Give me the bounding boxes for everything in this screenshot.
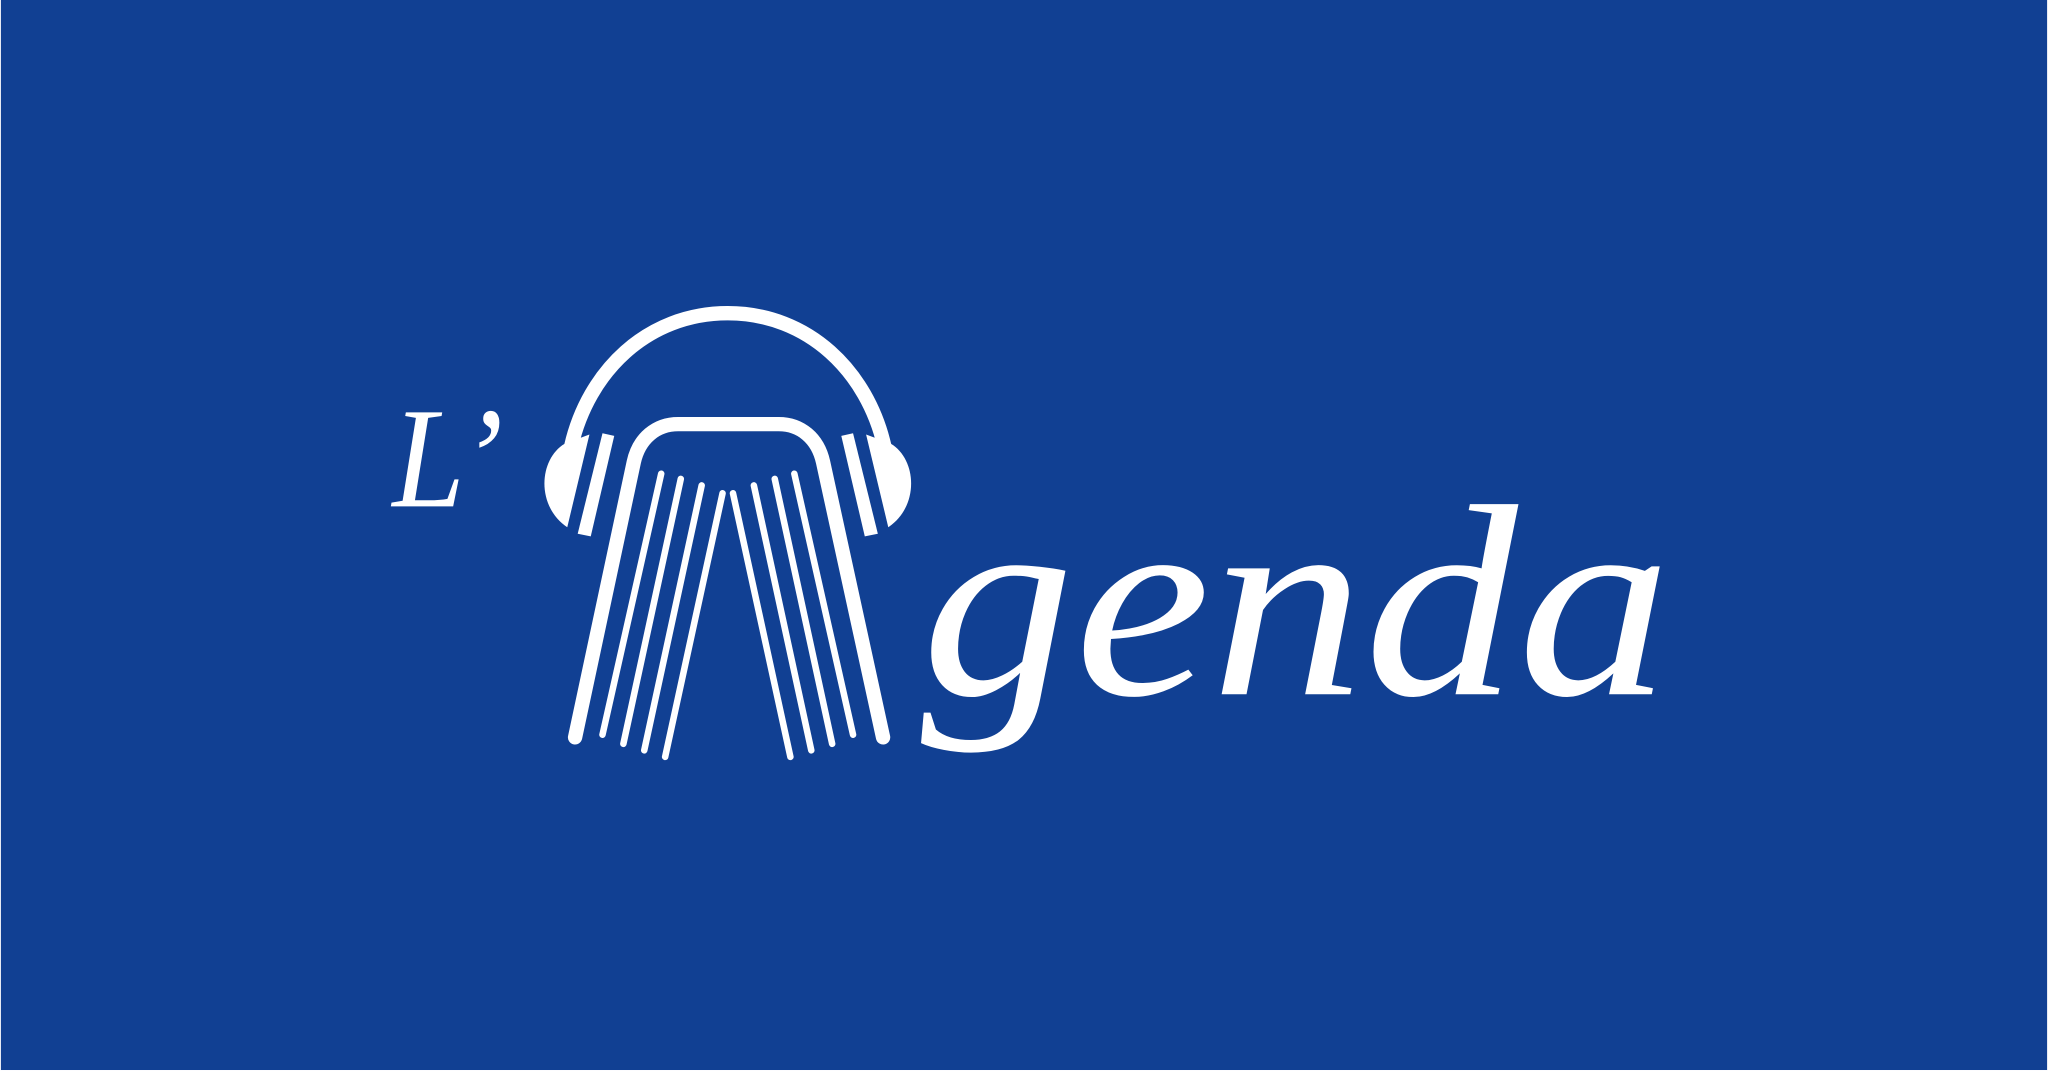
bottom-strip: [0, 1070, 2048, 1074]
right-ear-cup: [866, 434, 912, 528]
headphones-book-icon: [544, 306, 912, 761]
logo-suffix: genda: [921, 451, 1671, 754]
book-cover: [567, 416, 891, 745]
right-ear-pad: [841, 433, 878, 537]
left-ear-cup: [544, 434, 590, 528]
left-pages: [599, 470, 726, 761]
left-ear-pad: [577, 433, 615, 537]
right-pages: [729, 470, 857, 761]
logo-prefix: L’: [391, 379, 504, 538]
headband: [563, 306, 892, 454]
